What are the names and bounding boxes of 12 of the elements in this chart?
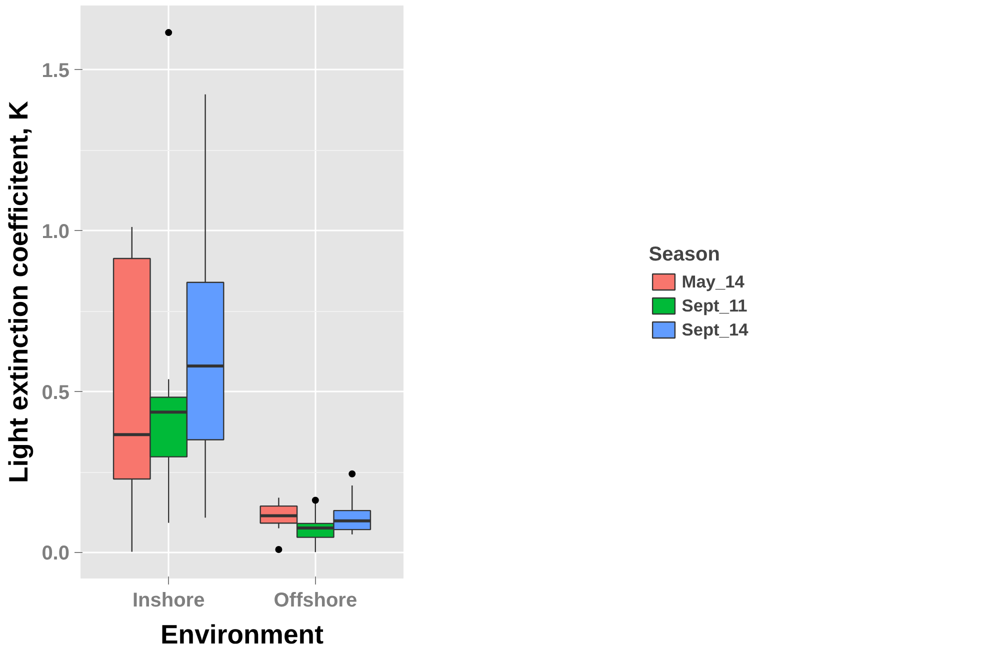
legend-label: Sept_14 — [682, 319, 748, 340]
y-tick-label: 0.0 — [42, 542, 70, 565]
x-tick-label: Offshore — [274, 590, 358, 612]
x-tick-label: Inshore — [132, 590, 205, 612]
legend-title: Season — [648, 243, 721, 266]
y-tick-label: 1.5 — [42, 60, 70, 82]
x-axis-title: Environment — [160, 620, 324, 650]
y-tick-label: 1.0 — [42, 220, 70, 243]
y-axis-title: Light extinction coefficitent, K — [4, 100, 34, 484]
y-tick-label: 0.5 — [42, 382, 70, 404]
legend-label: May_14 — [682, 271, 744, 292]
legend-label: Sept_11 — [682, 295, 748, 316]
